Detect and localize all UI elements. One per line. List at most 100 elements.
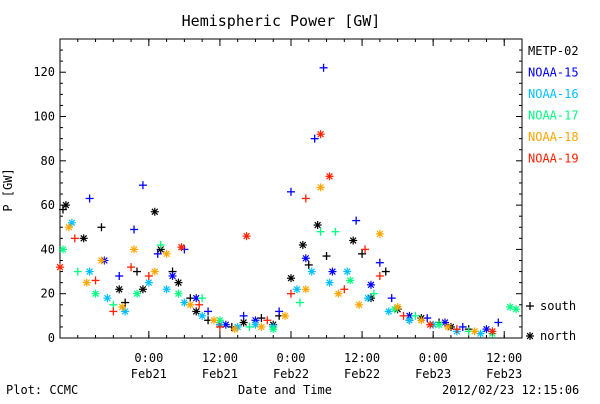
marker-stroke — [435, 321, 443, 329]
marker-stroke — [326, 279, 333, 286]
data-point-north — [82, 278, 91, 287]
marker-stroke — [317, 184, 324, 191]
data-point-north — [526, 332, 534, 340]
marker-stroke — [133, 290, 141, 298]
marker-stroke — [417, 316, 425, 324]
marker-stroke — [198, 312, 206, 320]
data-point-south — [423, 314, 432, 323]
marker-stroke — [231, 325, 239, 333]
data-point-south — [85, 194, 94, 203]
data-point-south — [526, 302, 534, 310]
x-axis-label: Date and Time — [238, 383, 332, 397]
marker-stroke — [526, 332, 534, 340]
data-point-north — [85, 267, 94, 276]
data-point-south — [195, 300, 204, 309]
marker-stroke — [62, 201, 70, 209]
marker-stroke — [281, 312, 289, 320]
data-point-north — [91, 289, 100, 298]
y-tick-label: 60 — [41, 198, 55, 212]
marker-stroke — [210, 316, 218, 324]
marker-stroke — [444, 323, 452, 331]
data-point-south — [369, 289, 378, 298]
data-point-north — [328, 267, 337, 276]
marker-stroke — [506, 303, 514, 311]
data-point-south — [130, 225, 139, 234]
marker-stroke — [175, 279, 182, 286]
marker-stroke — [175, 290, 182, 298]
data-point-north — [292, 285, 301, 294]
data-point-south — [352, 216, 361, 225]
marker-stroke — [394, 303, 401, 311]
plot-credit: Plot: CCMC — [6, 383, 79, 397]
y-tick-label: 80 — [41, 154, 55, 168]
marker-stroke — [68, 219, 76, 227]
y-tick-label: 120 — [33, 65, 55, 79]
plot-timestamp: 2012/02/23 12:15:06 — [442, 383, 580, 397]
marker-stroke — [181, 299, 188, 306]
data-point-south — [263, 316, 272, 325]
data-point-north — [281, 311, 290, 320]
y-axis: 0 20 40 60 80 100 120 — [33, 49, 522, 345]
y-axis-label: P [GW] — [1, 168, 15, 211]
data-point-north — [198, 311, 207, 320]
data-point-south — [73, 267, 82, 276]
data-point-north — [316, 130, 325, 139]
data-point-north — [61, 201, 70, 210]
x-tick-date-label: Feb21 — [202, 367, 238, 381]
data-point-south — [458, 322, 467, 331]
data-point-north — [230, 325, 239, 334]
series-legend: METP-02 NOAA-15 NOAA-16 NOAA-17 NOAA-18 NOAA-… — [528, 44, 579, 166]
data-point-north — [355, 300, 364, 309]
data-point-north — [426, 320, 435, 329]
data-point-north — [174, 278, 183, 287]
data-point-north — [393, 302, 402, 311]
y-tick-label: 40 — [41, 242, 55, 256]
data-point-south — [153, 249, 162, 258]
marker-stroke — [471, 328, 478, 335]
legend-entry: NOAA-17 — [528, 109, 579, 123]
data-point-south — [156, 240, 165, 249]
y-tick-label: 20 — [41, 287, 55, 301]
data-point-north — [349, 236, 358, 245]
data-point-south — [319, 63, 328, 72]
data-point-south — [204, 307, 213, 316]
data-point-south — [91, 276, 100, 285]
chart-title: Hemispheric Power [GW] — [182, 12, 381, 30]
marker-stroke — [118, 303, 126, 311]
data-point-north — [375, 229, 384, 238]
marker-stroke — [121, 308, 129, 315]
marker-stroke — [343, 268, 351, 275]
data-point-north — [301, 254, 310, 263]
marker-stroke — [163, 285, 170, 293]
data-point-south — [70, 234, 79, 243]
data-point-north — [343, 267, 352, 276]
data-point-south — [310, 134, 319, 143]
marker-stroke — [299, 241, 307, 249]
data-point-south — [138, 181, 147, 190]
data-point-north — [298, 240, 307, 249]
data-point-north — [162, 249, 171, 258]
marker-stroke — [329, 268, 336, 275]
marker-stroke — [489, 328, 496, 335]
marker-stroke — [86, 268, 93, 275]
data-point-north — [168, 271, 177, 280]
data-point-north — [239, 318, 248, 327]
legend-entry: NOAA-18 — [528, 130, 579, 144]
marker-stroke — [139, 285, 147, 293]
data-point-north — [346, 276, 355, 285]
legend-entry: NOAA-16 — [528, 87, 579, 101]
x-tick-time-label: 0:00 — [419, 351, 448, 365]
marker-stroke — [104, 294, 111, 302]
data-point-north — [58, 245, 67, 254]
data-point-north — [162, 285, 171, 294]
marker-legend: south north — [526, 299, 576, 343]
data-point-north — [56, 263, 64, 272]
data-point-south — [340, 285, 349, 294]
data-point-south — [304, 260, 313, 269]
data-point-north — [97, 256, 106, 265]
marker-stroke — [65, 223, 73, 231]
marker-stroke — [83, 279, 90, 286]
data-point-south — [58, 205, 67, 214]
data-point-south — [399, 311, 408, 320]
data-point-north — [150, 267, 159, 276]
